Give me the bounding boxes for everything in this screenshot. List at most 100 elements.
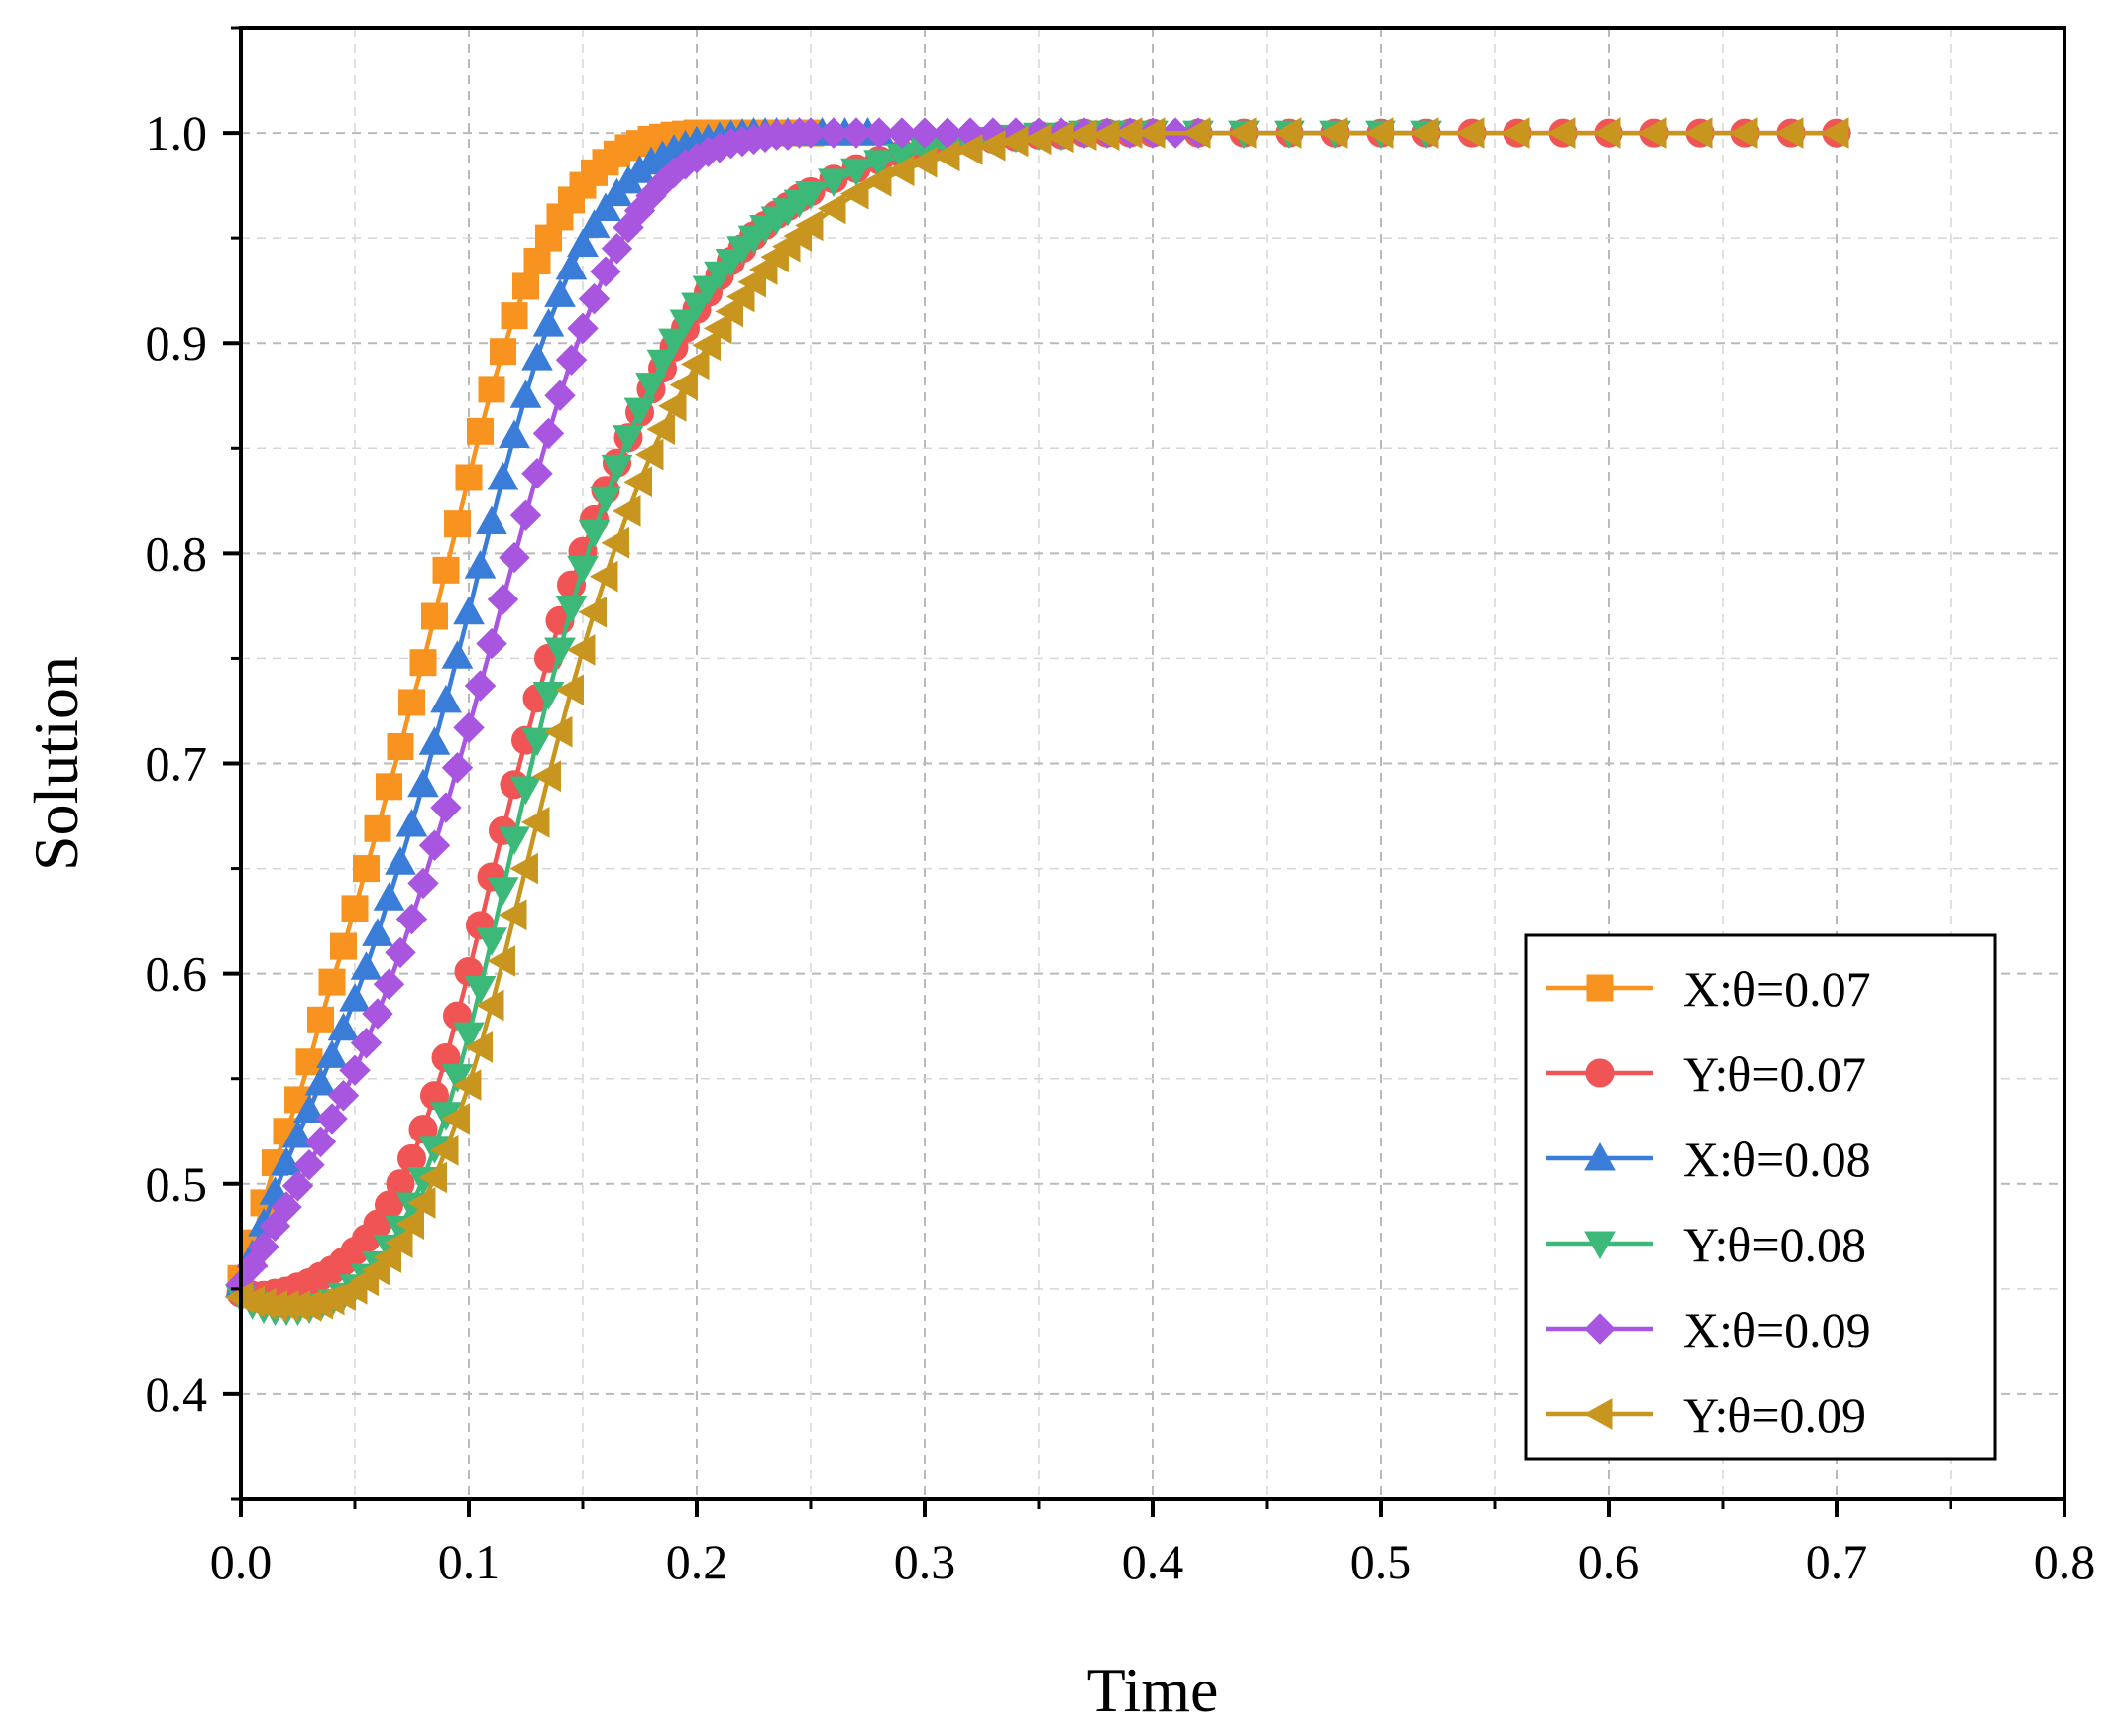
data-point xyxy=(248,1231,279,1263)
data-point xyxy=(623,466,652,498)
data-point xyxy=(499,826,530,855)
data-point xyxy=(362,998,393,1030)
legend-label: Y:θ=0.08 xyxy=(1683,1217,1866,1272)
data-point xyxy=(795,117,827,149)
data-point xyxy=(490,338,516,366)
data-point xyxy=(703,312,732,345)
data-point xyxy=(339,1054,371,1086)
data-point xyxy=(658,328,690,358)
data-point xyxy=(612,495,641,527)
data-point xyxy=(681,292,713,322)
data-point xyxy=(498,899,527,931)
data-point xyxy=(499,419,530,449)
data-point xyxy=(817,192,846,225)
data-point xyxy=(1501,117,1530,149)
data-point xyxy=(476,627,507,660)
data-point xyxy=(1820,117,1849,149)
data-point xyxy=(521,458,553,489)
data-point xyxy=(418,829,451,861)
data-point xyxy=(350,1027,383,1059)
data-point xyxy=(931,140,960,172)
legend-marker xyxy=(1585,1058,1615,1088)
legend-label: Y:θ=0.07 xyxy=(1683,1046,1866,1102)
data-point xyxy=(464,975,497,1005)
data-point xyxy=(953,134,983,165)
legend-item: Y:θ=0.07 xyxy=(1546,1046,1866,1102)
legend-marker xyxy=(1583,1398,1613,1430)
data-point xyxy=(464,1031,493,1063)
data-point xyxy=(567,312,599,345)
legend-item: X:θ=0.09 xyxy=(1546,1302,1871,1357)
data-point xyxy=(1774,117,1804,149)
data-point xyxy=(487,877,519,906)
data-point xyxy=(1546,117,1576,149)
data-point xyxy=(578,596,607,628)
data-point xyxy=(1455,117,1485,149)
data-point xyxy=(475,989,504,1022)
data-point xyxy=(1136,117,1166,149)
data-point xyxy=(544,637,576,666)
data-point xyxy=(453,1022,485,1051)
data-point xyxy=(350,951,383,980)
data-point xyxy=(680,348,710,380)
data-point xyxy=(432,556,460,584)
x-tick-label: 0.1 xyxy=(438,1534,501,1589)
x-tick-label: 0.7 xyxy=(1806,1534,1868,1589)
data-point xyxy=(590,486,621,515)
data-point xyxy=(1409,117,1439,149)
data-point xyxy=(794,209,824,242)
x-tick-label: 0.8 xyxy=(2034,1534,2096,1589)
data-point xyxy=(634,438,664,471)
data-point xyxy=(318,968,346,996)
data-point xyxy=(566,634,596,666)
data-point xyxy=(623,397,656,427)
data-point xyxy=(613,425,644,454)
data-point xyxy=(441,640,474,669)
data-point xyxy=(555,344,588,376)
data-point xyxy=(840,158,872,187)
data-point xyxy=(476,505,507,535)
data-point xyxy=(455,464,483,491)
data-point xyxy=(1364,117,1394,149)
x-tick-label: 0.0 xyxy=(210,1534,273,1589)
y-tick-label: 0.4 xyxy=(146,1366,208,1422)
data-point xyxy=(453,596,485,625)
legend-label: X:θ=0.08 xyxy=(1683,1132,1871,1187)
y-axis-title: Solution xyxy=(21,656,91,871)
data-point xyxy=(590,192,621,221)
data-point xyxy=(590,256,621,287)
data-point xyxy=(373,968,405,1000)
data-point xyxy=(669,309,702,339)
series-5 xyxy=(224,117,1849,1322)
data-point xyxy=(304,1126,337,1158)
data-point xyxy=(409,649,437,677)
data-point xyxy=(452,1069,482,1101)
data-point xyxy=(398,689,425,716)
data-point xyxy=(555,596,588,624)
data-point xyxy=(885,155,915,187)
data-point xyxy=(509,852,538,885)
data-point xyxy=(293,1094,325,1124)
data-point xyxy=(327,1079,360,1112)
data-point xyxy=(1181,117,1211,149)
data-point xyxy=(669,369,698,401)
data-point xyxy=(387,733,414,761)
data-point xyxy=(567,228,599,258)
data-point xyxy=(692,329,721,362)
data-point xyxy=(418,726,451,755)
data-point xyxy=(509,380,542,408)
data-point xyxy=(339,983,371,1012)
data-point xyxy=(862,165,892,197)
data-point xyxy=(578,209,611,238)
data-point xyxy=(840,117,872,149)
data-point xyxy=(725,280,755,313)
data-point xyxy=(818,168,849,197)
data-point xyxy=(523,247,551,274)
data-point xyxy=(646,349,679,379)
data-point xyxy=(295,1048,323,1076)
data-point xyxy=(715,295,743,328)
data-point xyxy=(453,711,485,744)
legend-marker xyxy=(1586,974,1614,1002)
data-point xyxy=(692,275,725,305)
data-point xyxy=(464,550,497,579)
